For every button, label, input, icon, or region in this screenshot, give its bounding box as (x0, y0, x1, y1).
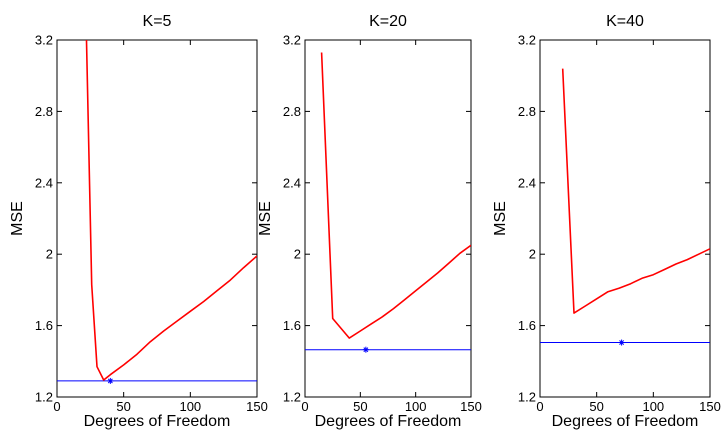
y-tick-label: 1.2 (283, 390, 301, 405)
y-tick-label: 2.4 (283, 175, 301, 190)
x-tick-label: 150 (699, 399, 721, 414)
x-tick-label: 50 (353, 399, 367, 414)
y-tick-label: 2.8 (283, 104, 301, 119)
series-line-1 (85, 40, 257, 381)
y-tick-label: 1.2 (518, 390, 536, 405)
x-tick-label: 50 (116, 399, 130, 414)
axes-box (539, 39, 711, 398)
minimum-marker (107, 377, 114, 384)
y-tick-label: 3.2 (283, 33, 301, 48)
y-tick-label: 3.2 (518, 33, 536, 48)
y-tick-label: 1.6 (35, 318, 53, 333)
series-line-1 (561, 68, 710, 314)
y-axis-label: MSE (492, 201, 509, 236)
x-tick-label: 50 (589, 399, 603, 414)
y-tick-label: 2.8 (35, 104, 53, 119)
x-tick-label: 150 (246, 399, 268, 414)
marker-stroke (107, 378, 113, 384)
chart-title: K=40 (606, 13, 644, 30)
marker-stroke (363, 347, 369, 353)
axes-box (56, 39, 258, 398)
y-tick-label: 3.2 (35, 33, 53, 48)
x-tick-label: 0 (53, 399, 60, 414)
minimum-marker (618, 339, 625, 346)
y-tick-label: 2.4 (518, 175, 536, 190)
y-axis-label: MSE (9, 201, 26, 236)
chart-title: K=5 (143, 13, 172, 30)
series-line-1 (320, 52, 471, 339)
x-tick-label: 150 (460, 399, 482, 414)
y-tick-label: 2.8 (518, 104, 536, 119)
chart-title: K=20 (369, 13, 407, 30)
axes-box (304, 39, 472, 398)
x-axis-label: Degrees of Freedom (84, 413, 231, 430)
x-axis-label: Degrees of Freedom (552, 413, 699, 430)
minimum-marker (362, 346, 369, 353)
x-tick-label: 100 (405, 399, 427, 414)
y-tick-label: 2 (294, 247, 301, 262)
chart-panel-3: 0 50 100 150 1.2 1.6 2 2.4 2.8 3.2 K=40 Degrees of … (492, 13, 721, 430)
x-tick-label: 100 (642, 399, 664, 414)
y-tick-label: 1.2 (35, 390, 53, 405)
y-tick-label: 1.6 (283, 318, 301, 333)
x-tick-label: 0 (536, 399, 543, 414)
x-axis-label: Degrees of Freedom (315, 413, 462, 430)
y-tick-label: 2 (529, 247, 536, 262)
y-tick-label: 2 (46, 247, 53, 262)
y-axis-label: MSE (257, 201, 274, 236)
chart-panel-1: 0 50 100 150 1.2 1.6 2 2.4 2.8 3.2 K=5 Degrees of F… (9, 13, 268, 430)
y-tick-label: 2.4 (35, 175, 53, 190)
y-tick-label: 1.6 (518, 318, 536, 333)
marker-stroke (619, 340, 625, 346)
x-tick-label: 100 (179, 399, 201, 414)
chart-panel-2: 0 50 100 150 1.2 1.6 2 2.4 2.8 3.2 K=20 Degrees of … (257, 13, 482, 430)
x-tick-label: 0 (301, 399, 308, 414)
